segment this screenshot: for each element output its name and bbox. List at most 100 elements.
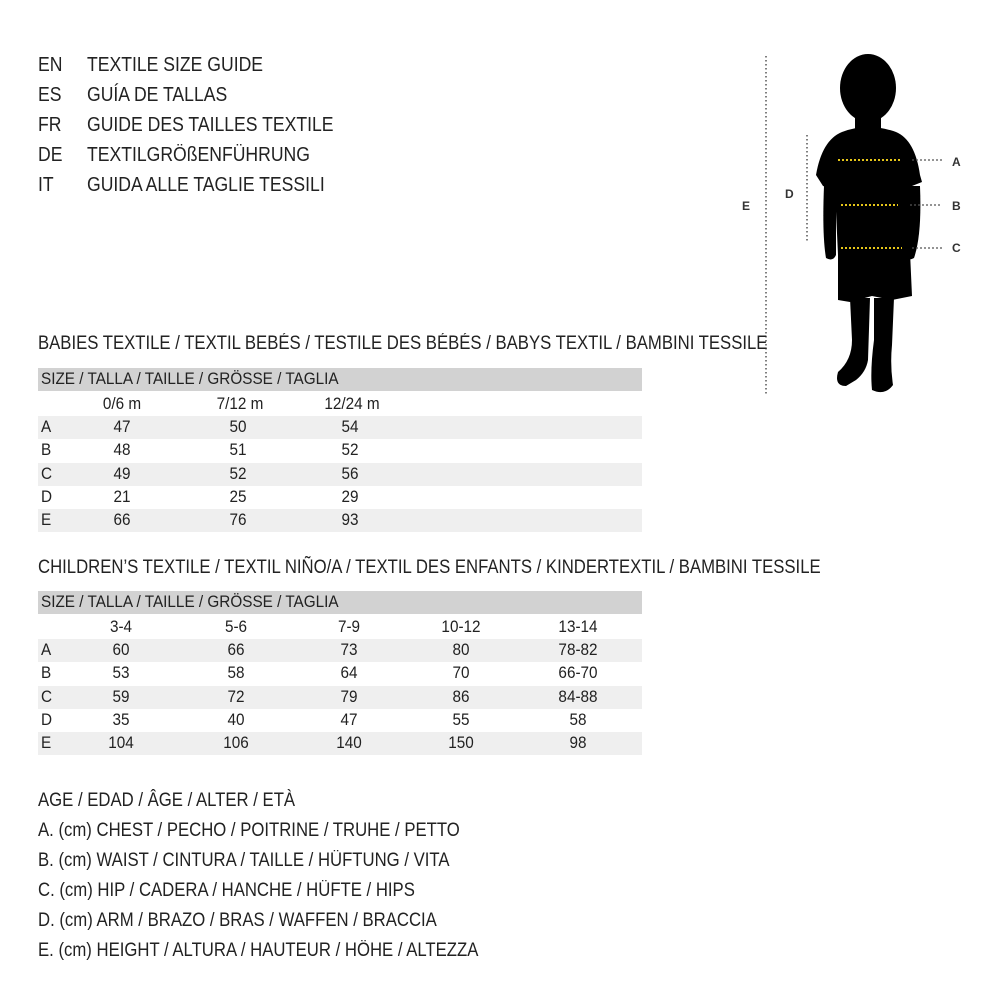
table-cell: 70 [452,663,470,683]
table-cell: 56 [341,463,359,483]
table-cell: 98 [569,733,587,753]
table-cell: 78-82 [558,640,598,659]
row-label: D [41,709,53,729]
legend-line: E. (cm) HEIGHT / ALTURA / HAUTEUR / HÖHE… [38,940,479,961]
title-text: TEXTILE SIZE GUIDE [87,54,264,76]
table-cell: 66 [227,640,245,659]
table-cell: 29 [341,486,359,506]
title-text: GUIDE DES TAILLES TEXTILE [87,114,334,136]
table-cell: 21 [113,486,131,506]
column-header: 13-14 [558,617,598,636]
table-cell: 86 [452,686,470,706]
table-cell: 106 [223,733,249,753]
table-cell: 52 [341,440,359,460]
table-cell: 52 [229,463,247,483]
table-cell: 59 [112,686,130,706]
table-cell: 66 [113,510,131,530]
table-cell: 49 [113,463,131,483]
table-cell: 47 [340,709,358,729]
table-cell: 140 [336,733,362,753]
row-label: C [41,686,53,706]
lang-code: IT [38,174,54,196]
table-cell: 84-88 [558,686,598,706]
table-row: C 49 52 56 [38,462,642,486]
table-cell: 58 [569,709,587,729]
table-row: E 66 76 93 [38,509,642,533]
label-a: A [952,155,961,169]
column-header: 12/24 m [324,394,380,413]
table-cell: 72 [227,686,245,706]
lang-code: DE [38,144,63,166]
title-text: TEXTILGRÖßENFÜHRUNG [87,144,310,166]
row-label: D [41,486,53,506]
row-label: B [41,663,52,683]
child-silhouette-icon [816,54,922,393]
table-cell: 104 [108,733,134,753]
table-cell: 66-70 [558,663,598,683]
row-label: B [41,440,52,460]
row-label: A [41,640,52,659]
column-header: 5-6 [224,617,248,636]
table-cell: 80 [452,640,470,659]
size-header-text: SIZE / TALLA / TAILLE / GRÖSSE / TAGLIA [41,592,339,611]
label-b: B [952,199,961,213]
size-header-text: SIZE / TALLA / TAILLE / GRÖSSE / TAGLIA [41,369,339,388]
label-d: D [785,187,794,201]
title-text: GUÍA DE TALLAS [87,84,228,106]
lang-code: ES [38,84,62,106]
table-cell: 47 [113,417,131,436]
row-label: E [41,510,52,530]
children-size-header: SIZE / TALLA / TAILLE / GRÖSSE / TAGLIA [38,591,642,614]
table-cell: 58 [227,663,245,683]
row-label: E [41,733,52,753]
child-silhouette-figure: A B C D E [742,54,961,395]
lang-code: EN [38,54,63,76]
legend-line: A. (cm) CHEST / PECHO / POITRINE / TRUHE… [38,820,460,841]
legend-line: B. (cm) WAIST / CINTURA / TAILLE / HÜFTU… [38,850,450,871]
row-label: C [41,463,53,483]
label-e: E [742,199,750,213]
legend-line: C. (cm) HIP / CADERA / HANCHE / HÜFTE / … [38,880,415,901]
table-cell: 76 [229,510,247,530]
table-row: B 53 58 64 70 66-70 [38,662,642,685]
table-cell: 73 [340,640,358,659]
table-cell: 53 [112,663,130,683]
table-cell: 50 [229,417,247,436]
row-label: A [41,417,52,436]
babies-column-headers: 0/6 m 7/12 m 12/24 m [38,393,642,416]
table-row: D 21 25 29 [38,486,642,509]
table-cell: 35 [112,709,130,729]
table-cell: 64 [340,663,358,683]
babies-heading: BABIES TEXTILE / TEXTIL BEBÉS / TESTILE … [38,333,768,354]
label-c: C [952,241,961,255]
table-cell: 150 [448,733,474,753]
table-row: A 47 50 54 [38,416,642,439]
legend-line: D. (cm) ARM / BRAZO / BRAS / WAFFEN / BR… [38,910,437,931]
babies-size-header: SIZE / TALLA / TAILLE / GRÖSSE / TAGLIA [38,368,642,391]
lang-code: FR [38,114,62,136]
title-text: GUIDA ALLE TAGLIE TESSILI [87,174,325,196]
column-header: 10-12 [441,617,481,636]
table-row: A 60 66 73 80 78-82 [38,639,642,662]
table-cell: 40 [227,709,245,729]
measure-markers [838,159,902,249]
table-cell: 93 [341,510,359,530]
children-column-headers: 3-4 5-6 7-9 10-12 13-14 [38,616,642,639]
column-header: 0/6 m [102,394,142,413]
legend-line: AGE / EDAD / ÂGE / ALTER / ETÀ [38,790,296,811]
children-heading: CHILDREN’S TEXTILE / TEXTIL NIÑO/A / TEX… [38,557,821,578]
table-cell: 48 [113,440,131,460]
table-cell: 51 [229,440,247,460]
table-row: B 48 51 52 [38,439,642,462]
table-cell: 54 [341,417,359,436]
table-cell: 60 [112,640,130,659]
table-cell: 55 [452,709,470,729]
column-header: 7/12 m [216,394,264,413]
table-row: C 59 72 79 86 84-88 [38,685,642,709]
column-header: 7-9 [337,617,361,636]
column-header: 3-4 [109,617,133,636]
table-cell: 25 [229,486,247,506]
table-row: D 35 40 47 55 58 [38,709,642,732]
table-row: E 104 106 140 150 98 [38,732,642,756]
table-cell: 79 [340,686,358,706]
